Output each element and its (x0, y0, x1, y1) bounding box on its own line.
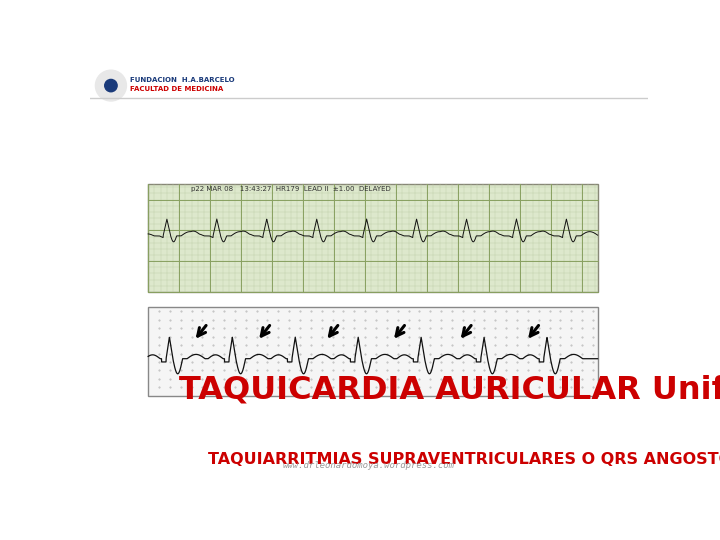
FancyBboxPatch shape (148, 184, 598, 292)
Text: p22 MAR 08   13:43:27  HR179  LEAD II  ±1.00  DELAYED: p22 MAR 08 13:43:27 HR179 LEAD II ±1.00 … (191, 186, 390, 192)
Circle shape (104, 79, 117, 92)
Text: TAQUICARDIA AURICULAR Unifocal: TAQUICARDIA AURICULAR Unifocal (179, 374, 720, 405)
Text: www.drleonardomoya.wordpress.com: www.drleonardomoya.wordpress.com (283, 461, 455, 470)
Text: FUNDACION  H.A.BARCELO: FUNDACION H.A.BARCELO (130, 77, 235, 83)
Circle shape (96, 70, 127, 101)
Text: TAQUIARRITMIAS SUPRAVENTRICULARES O QRS ANGOSTO: TAQUIARRITMIAS SUPRAVENTRICULARES O QRS … (207, 453, 720, 467)
Text: FACULTAD DE MEDICINA: FACULTAD DE MEDICINA (130, 86, 223, 92)
FancyBboxPatch shape (148, 307, 598, 396)
